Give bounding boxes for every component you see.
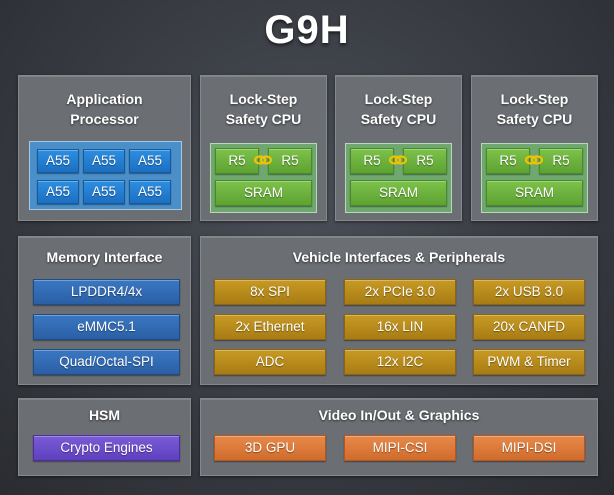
application-processor-title-2: Processor [70,111,139,127]
application-processor-panel: Application Processor A55 A55 A55 A55 A5… [18,75,191,221]
lockstep-safety-cpu-panel-2: Lock-Step Safety CPU R5 R5 SRAM [335,75,462,221]
a55-core: A55 [129,180,171,204]
a55-core: A55 [37,180,79,204]
peripheral-item: 20x CANFD [473,314,585,340]
r5-core: R5 [268,148,312,174]
sram-block: SRAM [350,180,447,206]
a55-core: A55 [129,149,171,173]
memory-item: LPDDR4/4x [33,279,180,305]
lockstep-title-1: Lock-Step [500,91,569,107]
r5-core: R5 [215,148,259,174]
memory-interface-title: Memory Interface [46,249,163,265]
chip-title: G9H [264,8,350,52]
peripheral-item: 8x SPI [214,279,326,305]
application-processor-title-1: Application [66,91,143,107]
lockstep-safety-cpu-panel-1: Lock-Step Safety CPU R5 R5 SRAM [200,75,327,221]
lockstep-title-2: Safety CPU [225,111,302,127]
sram-block: SRAM [215,180,312,206]
r5-core: R5 [539,148,583,174]
a55-core: A55 [83,149,125,173]
chain-link-icon [389,155,407,165]
a55-core: A55 [83,180,125,204]
chain-link-icon [254,155,272,165]
lockstep-title-2: Safety CPU [360,111,437,127]
r5-core: R5 [403,148,447,174]
memory-item: Quad/Octal-SPI [33,349,180,375]
video-item: MIPI-CSI [344,435,456,461]
peripheral-item: 12x I2C [344,349,456,375]
video-graphics-title: Video In/Out & Graphics [318,407,480,423]
peripheral-item: PWM & Timer [473,349,585,375]
peripheral-item: 2x Ethernet [214,314,326,340]
video-item: MIPI-DSI [473,435,585,461]
crypto-engines-block: Crypto Engines [33,435,180,461]
hsm-panel: HSM Crypto Engines [18,398,191,476]
r5-core: R5 [350,148,394,174]
peripheral-item: 2x PCIe 3.0 [344,279,456,305]
lockstep-title-1: Lock-Step [229,91,298,107]
r5-core: R5 [486,148,530,174]
lockstep-title-2: Safety CPU [496,111,573,127]
lockstep-safety-cpu-panel-3: Lock-Step Safety CPU R5 R5 SRAM [471,75,598,221]
vehicle-interfaces-panel: Vehicle Interfaces & Peripherals 8x SPI … [200,236,598,385]
chain-link-icon [525,155,543,165]
a55-core: A55 [37,149,79,173]
peripheral-item: ADC [214,349,326,375]
video-item: 3D GPU [214,435,326,461]
video-graphics-panel: Video In/Out & Graphics 3D GPU MIPI-CSI … [200,398,598,476]
lockstep-title-1: Lock-Step [364,91,433,107]
memory-item: eMMC5.1 [33,314,180,340]
hsm-title: HSM [88,407,121,423]
memory-interface-panel: Memory Interface LPDDR4/4x eMMC5.1 Quad/… [18,236,191,385]
peripheral-item: 16x LIN [344,314,456,340]
sram-block: SRAM [486,180,583,206]
vehicle-interfaces-title: Vehicle Interfaces & Peripherals [292,249,506,265]
peripheral-item: 2x USB 3.0 [473,279,585,305]
